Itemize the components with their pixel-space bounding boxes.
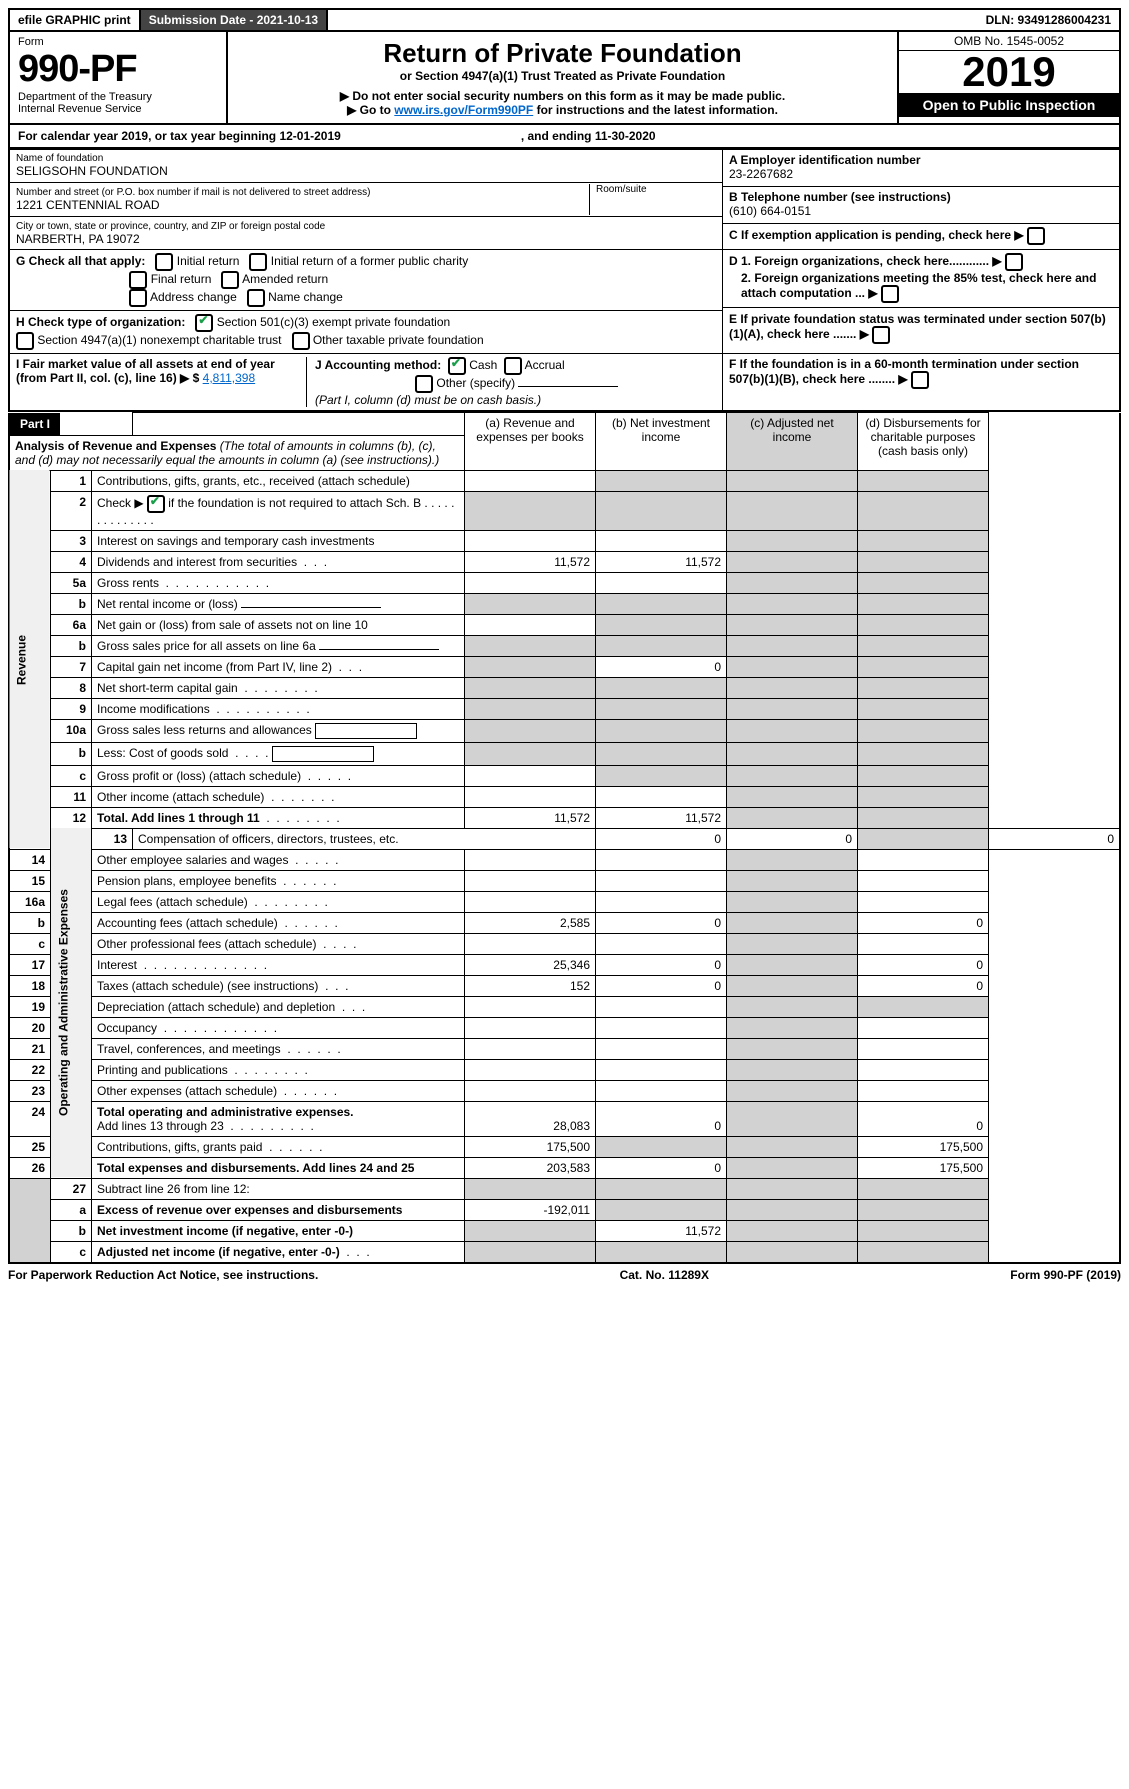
form-label: Form xyxy=(18,36,218,48)
h-4947-checkbox[interactable] xyxy=(16,332,34,350)
note1: ▶ Do not enter social security numbers o… xyxy=(234,89,891,103)
dln: DLN: 93491286004231 xyxy=(978,10,1119,30)
g-amended-checkbox[interactable] xyxy=(221,271,239,289)
foundation-city: NARBERTH, PA 19072 xyxy=(16,232,716,246)
col-d-header: (d) Disbursements for charitable purpose… xyxy=(865,416,980,458)
city-label: City or town, state or province, country… xyxy=(16,221,716,232)
d2-checkbox[interactable] xyxy=(881,285,899,303)
col-c-header: (c) Adjusted net income xyxy=(750,416,833,444)
i-value[interactable]: 4,811,398 xyxy=(203,371,256,385)
f-checkbox[interactable] xyxy=(911,371,929,389)
foundation-name: SELIGSOHN FOUNDATION xyxy=(16,164,716,178)
col-a-header: (a) Revenue and expenses per books xyxy=(476,416,583,444)
revenue-label: Revenue xyxy=(15,634,29,684)
h-other-checkbox[interactable] xyxy=(292,332,310,350)
d2-label: 2. Foreign organizations meeting the 85%… xyxy=(741,271,1096,300)
dept1: Department of the Treasury xyxy=(18,91,218,103)
part1-title: Analysis of Revenue and Expenses xyxy=(15,439,216,453)
dept2: Internal Revenue Service xyxy=(18,103,218,115)
form-title: Return of Private Foundation xyxy=(234,38,891,69)
e-label: E If private foundation status was termi… xyxy=(729,312,1106,341)
submission-date: Submission Date - 2021-10-13 xyxy=(141,10,328,30)
note2: ▶ Go to www.irs.gov/Form990PF for instru… xyxy=(234,103,891,117)
g-address-checkbox[interactable] xyxy=(129,289,147,307)
foundation-address: 1221 CENTENNIAL ROAD xyxy=(16,198,589,212)
room-label: Room/suite xyxy=(596,184,716,195)
ein-value: 23-2267682 xyxy=(729,167,1113,181)
header-mid: Return of Private Foundation or Section … xyxy=(228,32,897,123)
g-initial-checkbox[interactable] xyxy=(155,253,173,271)
g-final-checkbox[interactable] xyxy=(129,271,147,289)
expenses-label: Operating and Administrative Expenses xyxy=(56,890,70,1117)
d1-label: D 1. Foreign organizations, check here..… xyxy=(729,254,989,268)
j-label: J Accounting method: xyxy=(315,358,441,372)
j-cash-checkbox[interactable] xyxy=(448,357,466,375)
cal-year-begin: For calendar year 2019, or tax year begi… xyxy=(18,129,341,143)
form-number: 990-PF xyxy=(18,48,218,91)
calendar-year-row: For calendar year 2019, or tax year begi… xyxy=(8,125,1121,149)
cal-year-end: , and ending 11-30-2020 xyxy=(521,129,656,143)
j-note: (Part I, column (d) must be on cash basi… xyxy=(315,393,541,407)
part1-label: Part I xyxy=(10,413,60,435)
g-label: G Check all that apply: xyxy=(16,254,145,268)
footer-mid: Cat. No. 11289X xyxy=(620,1268,709,1282)
c-checkbox[interactable] xyxy=(1027,227,1045,245)
j-accrual-checkbox[interactable] xyxy=(504,357,522,375)
name-label: Name of foundation xyxy=(16,153,716,164)
addr-label: Number and street (or P.O. box number if… xyxy=(16,187,589,198)
tax-year: 2019 xyxy=(899,51,1119,93)
h-501c3-checkbox[interactable] xyxy=(195,314,213,332)
open-public: Open to Public Inspection xyxy=(899,93,1119,117)
part1-table: Part I (a) Revenue and expenses per book… xyxy=(8,412,1121,1264)
j-other-checkbox[interactable] xyxy=(415,375,433,393)
form-subtitle: or Section 4947(a)(1) Trust Treated as P… xyxy=(234,69,891,83)
g-initial-former-checkbox[interactable] xyxy=(249,253,267,271)
d1-checkbox[interactable] xyxy=(1005,253,1023,271)
c-label: C If exemption application is pending, c… xyxy=(729,228,1011,242)
ein-label: A Employer identification number xyxy=(729,153,1113,167)
header-left: Form 990-PF Department of the Treasury I… xyxy=(10,32,228,123)
header-right: OMB No. 1545-0052 2019 Open to Public In… xyxy=(897,32,1119,123)
h-label: H Check type of organization: xyxy=(16,315,185,329)
footer: For Paperwork Reduction Act Notice, see … xyxy=(8,1264,1121,1282)
form-header: Form 990-PF Department of the Treasury I… xyxy=(8,32,1121,125)
phone-label: B Telephone number (see instructions) xyxy=(729,190,1113,204)
footer-right: Form 990-PF (2019) xyxy=(1010,1268,1121,1282)
col-b-header: (b) Net investment income xyxy=(612,416,710,444)
instructions-link[interactable]: www.irs.gov/Form990PF xyxy=(394,103,533,117)
footer-left: For Paperwork Reduction Act Notice, see … xyxy=(8,1268,318,1282)
phone-value: (610) 664-0151 xyxy=(729,204,1113,218)
g-name-checkbox[interactable] xyxy=(247,289,265,307)
efile-label: efile GRAPHIC print xyxy=(10,10,141,30)
top-bar: efile GRAPHIC print Submission Date - 20… xyxy=(8,8,1121,32)
e-checkbox[interactable] xyxy=(872,326,890,344)
line2-checkbox[interactable] xyxy=(147,495,165,513)
foundation-info: Name of foundation SELIGSOHN FOUNDATION … xyxy=(8,149,1121,412)
